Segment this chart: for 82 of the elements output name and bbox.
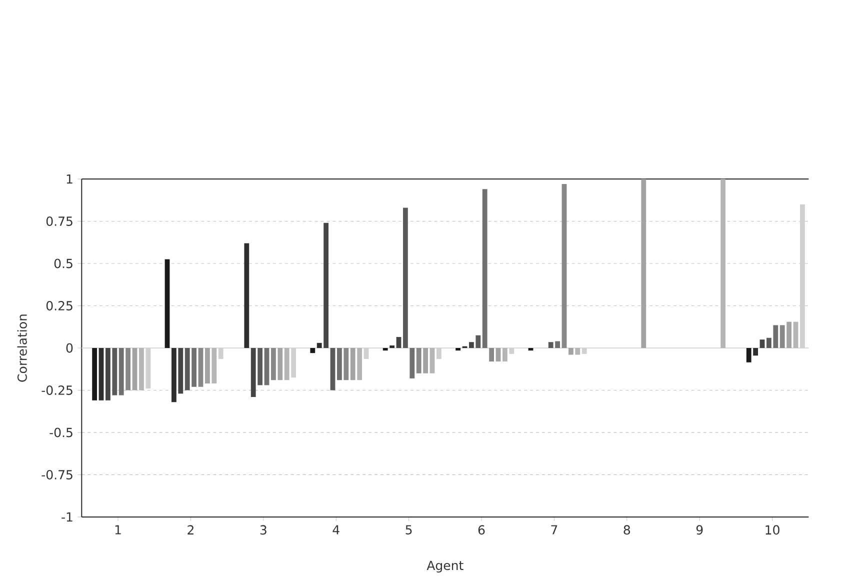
bar [164, 259, 170, 348]
bar [410, 348, 415, 379]
bar [258, 348, 263, 386]
x-tick-label: 5 [406, 525, 412, 535]
bar [118, 348, 124, 396]
x-tick-label: 3 [260, 525, 266, 535]
bar [469, 342, 474, 348]
bar [562, 184, 567, 348]
bar [390, 346, 394, 348]
bar [430, 348, 435, 374]
y-tick-label: 0.25 [46, 301, 72, 311]
x-tick-label: 10 [766, 525, 780, 535]
bar [403, 208, 408, 348]
bar [212, 348, 217, 384]
bar [324, 223, 328, 348]
bar [760, 340, 765, 348]
bar [271, 348, 276, 380]
x-tick-label: 1 [115, 525, 121, 535]
bar [250, 348, 256, 398]
bar [528, 348, 534, 351]
bar [310, 348, 316, 354]
bar [98, 348, 104, 401]
bar [172, 348, 176, 402]
bar [106, 348, 110, 401]
bar [396, 337, 402, 348]
bar [753, 348, 758, 356]
bar [350, 348, 356, 380]
bar [496, 348, 501, 362]
bar [112, 348, 118, 396]
bar [502, 348, 508, 362]
bar [344, 348, 349, 380]
bar [489, 348, 494, 362]
bar [766, 338, 772, 348]
x-tick-label: 9 [696, 525, 703, 535]
bar [205, 348, 210, 384]
bar [132, 348, 138, 390]
bar [773, 325, 778, 348]
bar [126, 348, 131, 390]
bar [456, 348, 461, 351]
x-tick-label: 4 [332, 525, 340, 535]
bar [568, 348, 574, 355]
bar [555, 341, 560, 348]
x-tick-label: 8 [624, 525, 630, 535]
y-tick-label: 1 [66, 174, 72, 184]
bar [330, 348, 336, 390]
y-tick-label: -0.25 [42, 386, 72, 396]
bar [416, 348, 422, 374]
bar [264, 348, 270, 386]
bar [184, 348, 190, 390]
x-tick-label: 6 [478, 525, 485, 535]
x-tick-label: 7 [551, 525, 558, 535]
bar [780, 325, 785, 348]
bar [575, 348, 580, 355]
bar [548, 342, 554, 348]
bar [476, 336, 481, 348]
bar [382, 348, 388, 351]
bar [92, 348, 98, 401]
y-axis-title: Correlation [17, 314, 27, 382]
bar [139, 348, 144, 390]
y-tick-label: 0 [66, 343, 73, 353]
y-tick-label: -0.5 [50, 428, 72, 438]
bar [793, 322, 798, 348]
y-tick-label: -1 [62, 512, 72, 522]
bar [786, 322, 792, 348]
bar [482, 189, 488, 348]
bar [198, 348, 204, 388]
bar [316, 343, 322, 348]
bar [746, 348, 752, 363]
y-tick-label: 0.5 [54, 258, 72, 268]
bar [244, 243, 250, 348]
bar [284, 348, 290, 380]
y-tick-label: -0.75 [42, 470, 72, 480]
bar [357, 348, 362, 380]
bar [178, 348, 184, 394]
y-tick-label: 0.75 [46, 216, 72, 226]
x-tick-label: 2 [188, 525, 194, 535]
x-axis-title: Agent [426, 561, 464, 573]
bar [641, 179, 646, 348]
bar [337, 348, 342, 380]
bar [423, 348, 428, 374]
bar [278, 348, 283, 380]
bar [192, 348, 197, 388]
